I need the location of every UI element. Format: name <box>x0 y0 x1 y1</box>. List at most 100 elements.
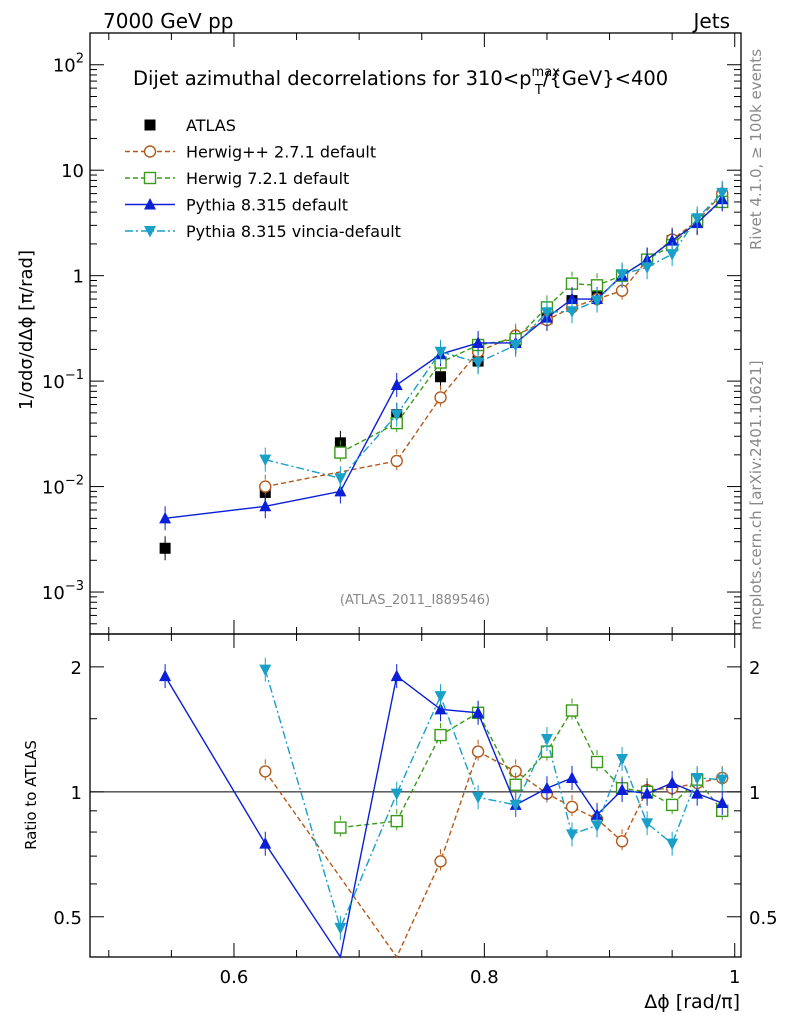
legend-label: Pythia 8.315 vincia-default <box>186 222 401 241</box>
series-pythia-8-315-vincia-default <box>259 180 729 491</box>
data-point <box>565 800 579 814</box>
y-tick-label: 1 <box>73 267 84 288</box>
series-line <box>340 709 723 829</box>
mcplots-label: mcplots.cern.ch [arXiv:2401.10621] <box>747 360 765 630</box>
data-point <box>390 788 403 801</box>
legend-marker <box>143 171 157 185</box>
data-point <box>390 814 403 828</box>
data-point <box>641 787 654 799</box>
data-point <box>259 480 272 493</box>
series-line <box>265 192 723 480</box>
chart-title: Dijet azimuthal decorrelations for 310<p… <box>133 65 668 98</box>
data-point <box>259 454 272 467</box>
ratio-y-tick-label: 0.5 <box>53 908 82 929</box>
data-point <box>259 765 272 778</box>
data-point <box>716 187 729 200</box>
axis-ticks: 102 10 1 10−1 10−2 10−3 0.6 0.8 1 2 2 1 1 0.5 0.5 <box>42 32 778 988</box>
data-point <box>540 734 553 746</box>
data-point <box>334 484 347 497</box>
legend-label: Herwig 7.2.1 default <box>186 169 349 188</box>
data-point <box>434 691 447 703</box>
data-point <box>434 702 447 715</box>
data-point <box>641 262 654 274</box>
y-tick-label: 10−1 <box>42 368 84 393</box>
ratio-y-tick-label-right: 1 <box>749 783 760 804</box>
data-point <box>540 781 553 794</box>
data-point <box>434 346 447 359</box>
data-point <box>509 778 522 791</box>
data-point <box>390 669 403 682</box>
series-herwig-2-7-1-default <box>259 739 729 959</box>
legend-marker <box>144 226 156 238</box>
data-point <box>334 821 347 834</box>
ratio-series <box>159 657 729 959</box>
data-point <box>509 340 522 352</box>
series-herwig-7-2-1-default <box>334 698 729 840</box>
x-tick-label: 0.8 <box>470 967 499 988</box>
x-tick-label: 0.6 <box>220 967 249 988</box>
data-point <box>540 307 553 319</box>
data-point <box>565 306 578 318</box>
data-point <box>666 776 679 789</box>
data-point <box>472 792 485 804</box>
main-series <box>159 180 729 561</box>
series-line <box>164 674 723 959</box>
legend-label: Pythia 8.315 default <box>186 196 348 215</box>
data-point <box>616 269 629 281</box>
legend-marker <box>144 198 156 210</box>
data-point <box>509 799 522 812</box>
data-point <box>665 798 679 812</box>
data-point <box>565 704 579 717</box>
header-left: 7000 GeV pp <box>103 9 234 33</box>
data-point <box>591 295 604 308</box>
data-point <box>259 837 272 849</box>
legend-label: ATLAS <box>186 116 236 135</box>
data-point <box>716 796 729 808</box>
data-point <box>472 357 485 370</box>
series-line <box>264 750 723 959</box>
ratio-y-tick-label: 1 <box>71 783 82 804</box>
data-point <box>334 446 347 459</box>
legend-item: ATLAS <box>144 116 236 135</box>
data-point <box>615 835 629 848</box>
data-point <box>616 783 629 796</box>
data-point <box>435 371 447 383</box>
series-pythia-8-315-vincia-default <box>259 657 729 940</box>
ratio-y-axis-label: Ratio to ATLAS <box>22 740 40 850</box>
legend-item: Pythia 8.315 vincia-default <box>125 222 401 241</box>
data-point <box>390 409 403 422</box>
ratio-y-tick-label-right: 0.5 <box>749 908 778 929</box>
data-point <box>434 855 447 868</box>
data-point <box>159 542 171 554</box>
data-point <box>334 922 347 935</box>
data-point <box>616 753 629 766</box>
data-point <box>565 829 578 841</box>
ratio-y-tick-label: 2 <box>71 658 82 679</box>
data-point <box>666 838 679 851</box>
series-pythia-8-315-default <box>159 664 729 959</box>
data-point <box>472 706 485 718</box>
ratio-y-tick-label-right: 2 <box>749 658 760 679</box>
legend-item: Herwig++ 2.7.1 default <box>125 143 376 162</box>
legend-label: Herwig++ 2.7.1 default <box>186 143 376 162</box>
x-axis-label: Δϕ [rad/π] <box>644 991 740 1013</box>
data-point <box>334 473 347 485</box>
data-point <box>390 454 403 468</box>
data-point <box>159 669 172 682</box>
legend-marker <box>144 119 156 131</box>
data-point <box>434 728 447 742</box>
header-right: Jets <box>692 9 730 33</box>
data-point <box>471 745 485 758</box>
legend-item: Herwig 7.2.1 default <box>125 169 349 188</box>
data-point <box>691 213 704 225</box>
ratio-frame <box>89 633 742 958</box>
data-point <box>590 755 604 769</box>
data-point <box>591 820 604 832</box>
x-tick-label: 1 <box>729 967 740 988</box>
data-point <box>159 511 172 524</box>
y-tick-label: 10−3 <box>42 579 84 604</box>
analysis-id: (ATLAS_2011_I889546) <box>340 593 490 608</box>
data-point <box>390 378 403 390</box>
y-axis-label: 1/σdσ/dΔϕ [π/rad] <box>16 250 37 410</box>
